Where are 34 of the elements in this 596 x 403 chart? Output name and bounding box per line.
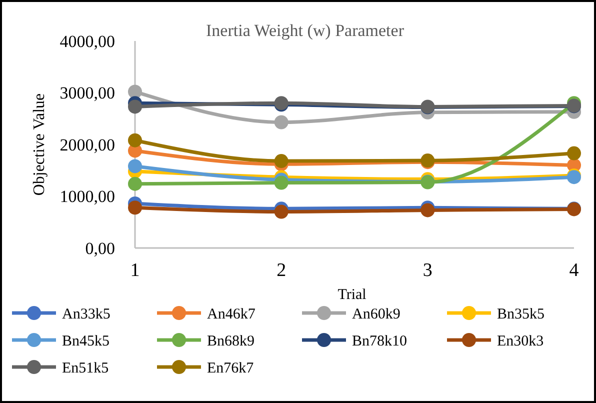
- y-tick-label: 3000,00: [60, 84, 115, 103]
- legend-label: Bn45k5: [62, 333, 110, 350]
- legend-label: An60k9: [352, 306, 400, 322]
- x-axis-title: Trial: [338, 287, 366, 303]
- point: [128, 176, 142, 191]
- point: [567, 146, 581, 160]
- legend-label: En76k7: [207, 360, 254, 376]
- legend-label: En30k3: [497, 333, 544, 350]
- legend-label: En51k5: [62, 360, 109, 376]
- point: [274, 176, 288, 190]
- chart-title: Inertia Weight (w) Parameter: [206, 21, 404, 40]
- x-tick-label: 2: [276, 260, 286, 281]
- point: [128, 84, 142, 99]
- x-tick-label: 3: [422, 260, 432, 281]
- point: [274, 204, 288, 219]
- y-tick-label: 1000,00: [60, 187, 115, 206]
- point: [128, 100, 142, 114]
- point: [274, 115, 288, 130]
- legend-label: An46k7: [207, 306, 256, 322]
- y-tick-label: 2000,00: [60, 135, 115, 154]
- point: [128, 200, 142, 215]
- point: [128, 133, 142, 148]
- point: [274, 154, 288, 168]
- legend-label: Bn78k10: [352, 333, 408, 350]
- y-axis-title: Objective Value: [31, 93, 48, 196]
- x-tick-label: 4: [569, 260, 580, 281]
- y-tick-label: 4000,00: [60, 32, 115, 51]
- legend-label: Bn35k5: [497, 306, 545, 322]
- point: [420, 203, 435, 218]
- legend-label: Bn68k9: [207, 333, 255, 350]
- x-tick-label: 1: [130, 260, 140, 281]
- legend-label: An33k5: [62, 306, 110, 322]
- point: [128, 159, 142, 174]
- y-tick-label: 0,00: [85, 238, 115, 258]
